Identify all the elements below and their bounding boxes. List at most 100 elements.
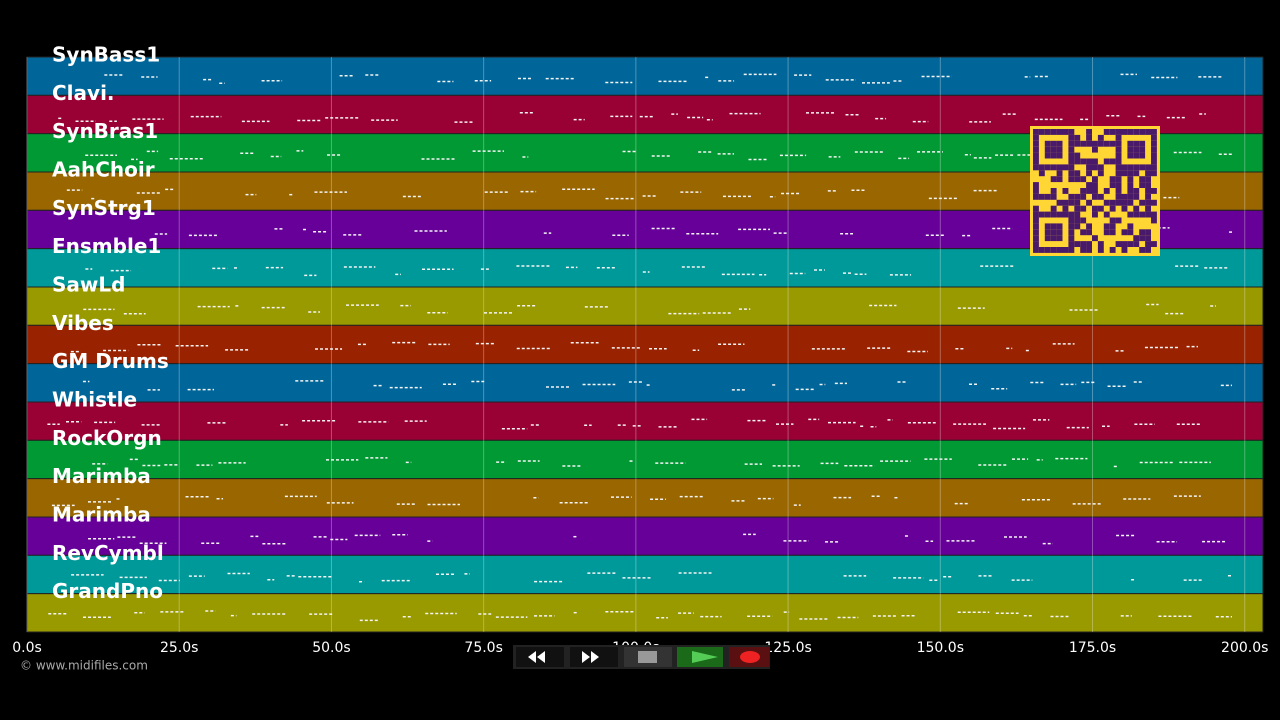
qr-module — [1127, 129, 1134, 135]
qr-module — [1139, 211, 1146, 218]
qr-module — [1068, 164, 1075, 171]
qr-module — [1121, 247, 1128, 253]
qr-module — [1103, 158, 1110, 165]
qr-module — [1115, 182, 1122, 188]
qr-module — [1068, 129, 1075, 135]
qr-module — [1050, 129, 1057, 135]
qr-module — [1139, 199, 1146, 206]
track-name: SynBass1 — [52, 43, 160, 67]
qr-module — [1068, 146, 1075, 153]
qr-module — [1151, 140, 1157, 147]
qr-module — [1151, 170, 1157, 177]
track-name: RevCymbl — [52, 541, 164, 565]
qr-module — [1115, 164, 1122, 171]
qr-module — [1044, 229, 1051, 236]
qr-module — [1133, 205, 1140, 212]
play-button[interactable] — [677, 647, 723, 667]
qr-module — [1092, 146, 1098, 153]
qr-module — [1103, 229, 1110, 236]
x-tick-label: 150.0s — [917, 640, 964, 656]
x-tick-label: 175.0s — [1069, 640, 1116, 656]
qr-module — [1086, 134, 1092, 141]
qr-module — [1038, 211, 1045, 218]
qr-module — [1133, 188, 1140, 194]
qr-module — [1080, 229, 1087, 236]
qr-module — [1115, 170, 1122, 177]
qr-module — [1044, 164, 1051, 171]
qr-module — [1121, 129, 1128, 135]
qr-module — [1151, 146, 1157, 153]
qr-module — [1086, 182, 1092, 188]
qr-module — [1056, 146, 1063, 153]
qr-module — [1121, 164, 1128, 171]
qr-module — [1074, 211, 1081, 218]
x-tick-label: 200.0s — [1221, 640, 1268, 656]
qr-module — [1056, 176, 1063, 183]
track-name: Clavi. — [52, 81, 115, 105]
transport-controls — [513, 645, 770, 669]
qr-module — [1080, 158, 1087, 165]
qr-module — [1151, 217, 1157, 224]
stop-button[interactable] — [624, 647, 672, 667]
qr-module — [1133, 129, 1140, 135]
qr-module — [1086, 241, 1092, 247]
qr-module — [1092, 182, 1098, 188]
qr-module — [1115, 217, 1122, 224]
track-row — [26, 56, 1264, 96]
qr-module — [1133, 146, 1140, 153]
qr-module — [1086, 223, 1092, 230]
qr-module — [1074, 241, 1081, 247]
qr-module — [1121, 229, 1128, 236]
qr-module — [1109, 229, 1116, 236]
qr-module — [1121, 170, 1128, 177]
track-row — [26, 439, 1264, 480]
qr-module — [1109, 205, 1116, 212]
qr-module — [1068, 193, 1075, 200]
qr-module — [1121, 241, 1128, 247]
qr-module — [1050, 164, 1057, 171]
qr-module — [1133, 235, 1140, 242]
qr-module — [1080, 247, 1087, 253]
fast-forward-button[interactable] — [570, 647, 618, 667]
track-name: Whistle — [52, 388, 137, 412]
qr-module — [1033, 182, 1039, 188]
qr-module — [1033, 241, 1039, 247]
qr-module — [1068, 158, 1075, 165]
qr-module — [1033, 247, 1039, 253]
qr-module — [1097, 140, 1104, 147]
qr-code — [1030, 126, 1160, 256]
qr-module — [1092, 176, 1098, 183]
qr-module — [1115, 188, 1122, 194]
qr-module — [1033, 134, 1039, 141]
qr-module — [1056, 247, 1063, 253]
qr-module — [1086, 170, 1092, 177]
qr-module — [1050, 146, 1057, 153]
qr-module — [1086, 247, 1092, 253]
qr-module — [1097, 134, 1104, 141]
qr-module — [1074, 134, 1081, 141]
qr-module — [1080, 217, 1087, 224]
qr-module — [1038, 193, 1045, 200]
qr-module — [1068, 176, 1075, 183]
qr-module — [1139, 152, 1146, 159]
track-name: AahChoir — [52, 158, 155, 182]
qr-module — [1068, 229, 1075, 236]
track-name: GrandPno — [52, 579, 163, 603]
qr-module — [1127, 188, 1134, 194]
qr-module — [1080, 176, 1087, 183]
track-name: RockOrgn — [52, 426, 162, 450]
qr-module — [1115, 140, 1122, 147]
qr-module — [1062, 205, 1069, 212]
qr-module — [1127, 164, 1134, 171]
x-tick-label: 75.0s — [464, 640, 502, 656]
track-name: GM Drums — [52, 349, 169, 373]
qr-module — [1151, 129, 1157, 135]
qr-module — [1086, 129, 1092, 135]
rewind-button[interactable] — [516, 647, 564, 667]
qr-module — [1074, 158, 1081, 165]
qr-module — [1115, 134, 1122, 141]
record-button[interactable] — [729, 647, 769, 667]
qr-module — [1139, 247, 1146, 253]
qr-module — [1097, 170, 1104, 177]
